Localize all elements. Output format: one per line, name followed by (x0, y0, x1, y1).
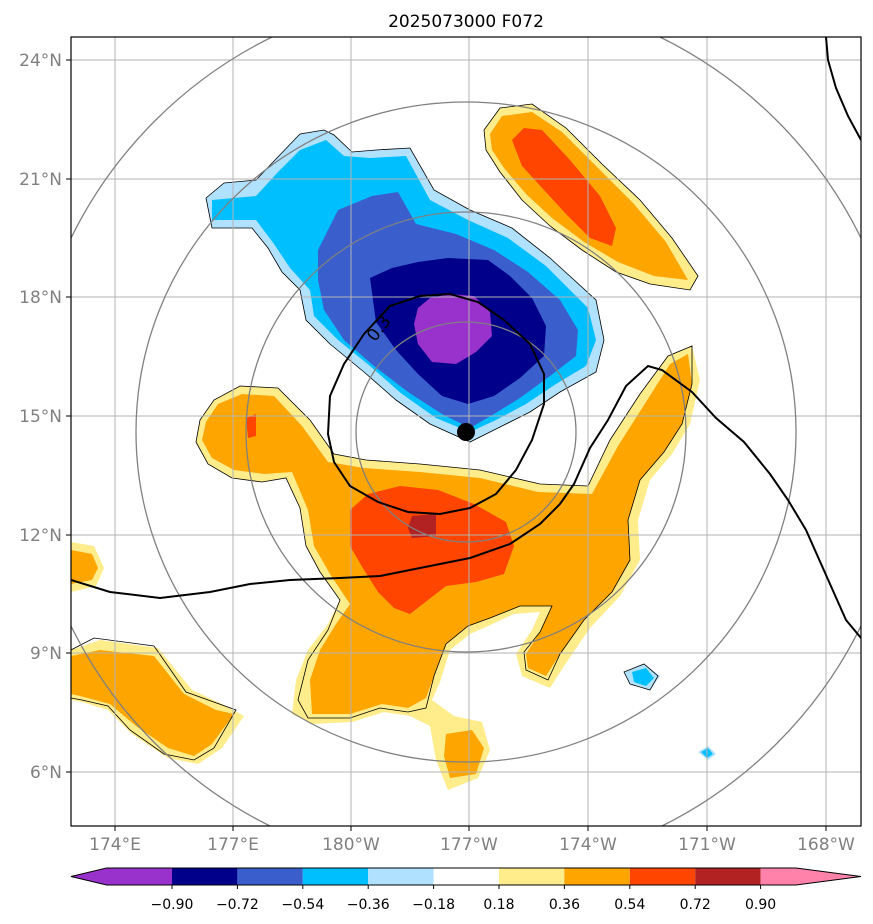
colorbar-tick-label: 0.90 (745, 897, 776, 913)
colorbar-outline (70, 867, 862, 886)
colorbar-tick-label: −0.72 (216, 897, 259, 913)
colorbar-segment (499, 868, 565, 885)
figure-title: 2025073000 F072 (388, 12, 544, 32)
longitude-labels: 174°E 177°E 180°W 177°W 174°W 171°W 168°… (89, 835, 855, 855)
colorbar-segment (237, 868, 303, 885)
positive-south-band (195, 345, 700, 790)
colorbar-tick-label: 0.18 (483, 897, 514, 913)
south-mid-shade (350, 486, 514, 614)
colorbar-labels: −0.90 −0.72 −0.54 −0.36 −0.18 0.18 0.36 … (151, 897, 777, 913)
lon-label: 168°W (797, 835, 855, 855)
colorbar-segment (629, 868, 696, 885)
ne-mid-shade (512, 128, 616, 246)
map-frame (70, 36, 862, 827)
tick-marks (66, 59, 827, 831)
colorbar-tick-label: −0.90 (151, 897, 194, 913)
colorbar-tick-label: −0.18 (412, 897, 455, 913)
lon-label: 180°W (322, 835, 380, 855)
colorbar-segment (368, 868, 434, 885)
colorbar-segment (564, 868, 630, 885)
range-rings (71, 37, 861, 826)
colorbar-tick-label: 0.72 (680, 897, 711, 913)
latitude-labels: 24°N 21°N 18°N 15°N 12°N 9°N 6°N (19, 51, 62, 783)
south-lobe-shade (444, 730, 484, 778)
south-outline (195, 345, 693, 719)
colorbar-segment (433, 868, 499, 885)
storm-center-marker (457, 423, 475, 441)
ne-outline (483, 103, 699, 291)
lat-label: 15°N (19, 407, 62, 427)
lat-label: 9°N (30, 644, 62, 664)
positive-sw-patch (71, 637, 244, 764)
lat-label: 24°N (19, 51, 62, 71)
contour-lines (71, 37, 861, 639)
map-area: 0.3 (71, 37, 861, 826)
contour-ne-corner (825, 37, 861, 141)
colorbar-segment (302, 868, 369, 885)
lon-label: 174°W (559, 835, 617, 855)
lat-label: 6°N (30, 763, 62, 783)
lat-label: 18°N (19, 288, 62, 308)
negative-se-patches (623, 663, 716, 760)
colorbar-segments (70, 867, 862, 886)
neg-extreme-shade (414, 294, 492, 364)
colorbar-ticks (171, 885, 762, 889)
lat-label: 21°N (19, 170, 62, 190)
colorbar-segment (172, 868, 238, 885)
lat-label: 12°N (19, 526, 62, 546)
lon-label: 174°E (89, 835, 141, 855)
lon-label: 177°E (207, 835, 259, 855)
neg-outline (205, 129, 605, 443)
negative-anomaly-region (205, 129, 605, 443)
colorbar-segment (695, 868, 761, 885)
colorbar-tick-label: 0.36 (549, 897, 580, 913)
colorbar-tick-label: −0.36 (347, 897, 390, 913)
colorbar-segment (760, 868, 861, 885)
lon-label: 177°W (440, 835, 498, 855)
positive-ne-band (483, 103, 699, 291)
colorbar-segment (71, 868, 172, 885)
south-strong-shade (408, 514, 436, 538)
colorbar-tick-label: −0.54 (281, 897, 324, 913)
contour-main (71, 364, 861, 639)
west-strong-spot (246, 414, 256, 438)
positive-w-edge (71, 542, 104, 592)
contour-0.3-closed (326, 292, 545, 516)
lon-label: 171°W (678, 835, 736, 855)
colorbar-tick-label: 0.54 (614, 897, 645, 913)
colorbar: −0.90 −0.72 −0.54 −0.36 −0.18 0.18 0.36 … (70, 867, 862, 913)
